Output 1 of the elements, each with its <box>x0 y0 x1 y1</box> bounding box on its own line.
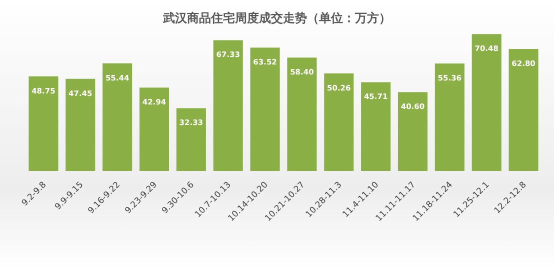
title: 武汉商品住宅周度成交走势（单位：万方） <box>163 11 391 25</box>
